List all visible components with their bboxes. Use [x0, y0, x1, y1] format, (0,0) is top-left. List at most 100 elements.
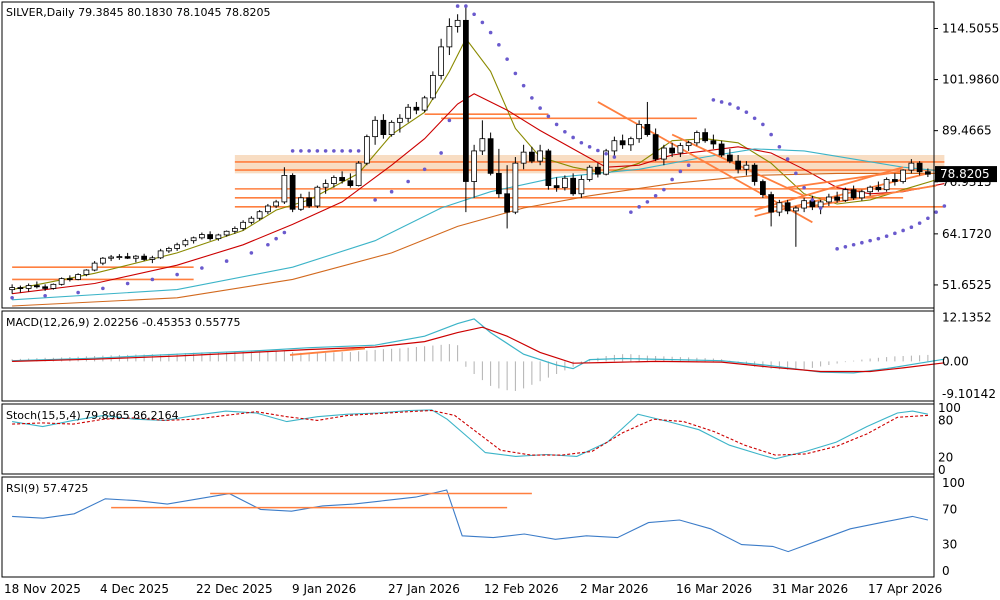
candle-body-13: [116, 256, 123, 258]
candle-body-0: [9, 287, 15, 291]
sar-dot-66: [794, 171, 798, 176]
candle-body-44: [372, 119, 378, 138]
candle-body-53: [446, 26, 453, 48]
rsi-tick-label-2: 30: [942, 538, 957, 552]
candle-body-57: [479, 138, 486, 152]
stochastic-tick-label-3: 0: [938, 463, 946, 477]
candle-body-110: [916, 162, 923, 173]
sar-dot-59: [736, 106, 740, 110]
sar-dot-20: [348, 149, 353, 153]
macd-panel: [11, 318, 945, 391]
candle-body-47: [396, 117, 403, 123]
candle-body-3: [34, 285, 40, 288]
candle-body-18: [157, 250, 164, 259]
candle-body-62: [520, 151, 527, 164]
price-panel-legend: SILVER,Daily 79.3845 80.1830 78.1045 78.…: [6, 6, 271, 19]
sar-dot-48: [629, 210, 633, 214]
sar-dot-72: [851, 242, 856, 247]
sar-dot-70: [835, 247, 839, 251]
candle-body-32: [273, 201, 279, 207]
date-label-9: 17 Apr 2026: [868, 582, 942, 596]
candle-body-11: [100, 257, 106, 264]
sar-dot-32: [488, 30, 493, 35]
candle-body-66: [553, 185, 560, 189]
sar-dot-80: [917, 221, 922, 225]
candle-body-30: [256, 211, 263, 219]
sar-dot-15: [307, 149, 311, 153]
date-label-5: 12 Feb 2026: [484, 582, 559, 596]
stochastic-k-line: [12, 409, 929, 460]
candle-body-107: [892, 179, 898, 182]
candle-body-10: [91, 262, 98, 271]
sar-dot-37: [530, 96, 534, 100]
sar-dot-0: [10, 296, 14, 300]
date-label-2: 22 Dec 2025: [196, 582, 273, 596]
sar-dot-73: [860, 240, 864, 245]
candle-body-91: [760, 181, 766, 195]
candle-body-52: [438, 46, 444, 76]
macd-legend: MACD(12,26,9) 2.02256 -0.45353 0.55775: [6, 316, 240, 329]
sar-dot-54: [678, 169, 683, 174]
macd-tick-label-0: 12.1352: [942, 311, 992, 325]
sar-dot-7: [200, 266, 204, 270]
candle-body-86: [718, 143, 725, 156]
sar-dot-53: [670, 177, 674, 182]
sar-dot-11: [274, 236, 278, 241]
sar-dot-42: [571, 135, 575, 140]
trend-line-0: [597, 101, 813, 224]
macd-line: [12, 318, 945, 374]
candle-body-25: [215, 234, 222, 240]
sar-dot-35: [513, 71, 518, 76]
sar-dot-81: [926, 216, 930, 221]
candle-body-54: [454, 19, 461, 27]
candle-body-31: [264, 205, 271, 213]
sar-dot-63: [769, 132, 773, 137]
sar-dot-36: [521, 83, 526, 88]
candle-body-81: [677, 145, 684, 154]
candle-body-1: [17, 287, 24, 290]
sar-dot-64: [777, 145, 782, 149]
candle-body-5: [50, 283, 57, 289]
sar-dot-78: [901, 228, 905, 233]
sar-dot-83: [942, 204, 947, 208]
candle-body-72: [603, 150, 610, 175]
sar-dot-29: [464, 4, 468, 8]
candle-body-2: [25, 285, 32, 289]
sar-dot-27: [447, 118, 452, 123]
date-label-7: 16 Mar 2026: [676, 582, 752, 596]
sar-dot-76: [884, 234, 889, 238]
sar-dot-46: [604, 151, 608, 156]
date-label-3: 9 Jan 2026: [292, 582, 356, 596]
candle-body-100: [834, 196, 841, 201]
sar-dot-5: [150, 277, 155, 282]
candle-body-21: [182, 240, 189, 246]
candle-body-102: [850, 189, 857, 199]
date-label-6: 2 Mar 2026: [580, 582, 648, 596]
candle-body-65: [545, 150, 552, 186]
rsi-tick-label-0: 100: [942, 476, 965, 490]
sar-dot-31: [480, 20, 485, 25]
candle-body-40: [339, 177, 345, 182]
candle-body-4: [42, 286, 49, 289]
sar-dot-38: [538, 106, 542, 110]
candle-body-12: [108, 256, 115, 259]
candle-body-14: [124, 256, 131, 259]
sar-dot-43: [579, 140, 584, 145]
sar-dot-10: [266, 242, 270, 247]
sar-dot-61: [752, 116, 757, 121]
candle-body-99: [826, 196, 832, 203]
candle-body-61: [512, 162, 519, 213]
sar-dot-8: [224, 259, 229, 263]
moving-average-line-3: [12, 172, 945, 307]
candle-body-8: [75, 274, 82, 280]
candle-body-96: [801, 200, 808, 209]
macd-tick-label-1: 0.00: [942, 354, 969, 368]
sar-dot-9: [249, 251, 254, 255]
candle-body-23: [198, 234, 205, 239]
candle-body-33: [281, 174, 288, 203]
candle-body-94: [784, 202, 791, 212]
sar-dot-75: [876, 236, 881, 241]
candle-body-37: [314, 186, 321, 207]
candle-body-38: [322, 183, 329, 188]
